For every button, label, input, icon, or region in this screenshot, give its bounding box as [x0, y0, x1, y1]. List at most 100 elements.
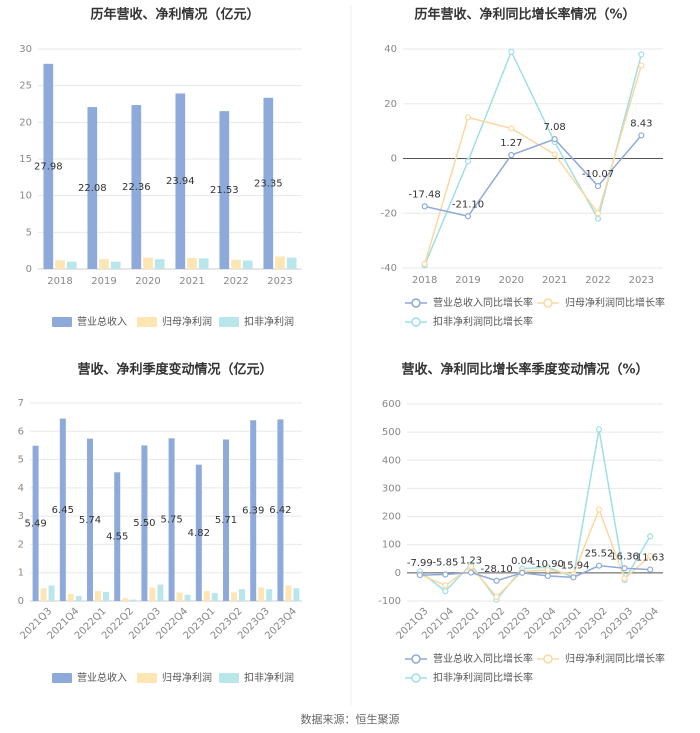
- line-value-label: -10.07: [582, 169, 614, 180]
- x-tick-label: 2023: [629, 275, 654, 286]
- bar-revenue: [32, 445, 39, 601]
- bar-net-profit: [143, 257, 153, 269]
- bar-net-profit: [275, 256, 285, 269]
- bar-revenue: [168, 438, 175, 601]
- y-tick-label: 25: [19, 81, 32, 92]
- bar-deducted-profit: [266, 589, 273, 601]
- data-point: [464, 158, 472, 165]
- legend-marker: [411, 673, 421, 683]
- bar-revenue: [277, 419, 284, 601]
- bar-deducted-profit: [184, 594, 191, 601]
- line-value-label: -17.48: [409, 189, 441, 200]
- data-point: [464, 114, 472, 121]
- bar-deducted-profit: [130, 599, 137, 601]
- legend-marker: [543, 298, 553, 308]
- y-tick-label: 4: [18, 483, 24, 494]
- bar-net-profit: [258, 587, 265, 601]
- x-tick-label: 2018: [47, 276, 72, 287]
- bar-net-profit: [203, 591, 210, 601]
- data-point: [416, 572, 423, 579]
- legend-label: 归母净利润: [162, 671, 212, 684]
- y-tick-label: 0: [395, 568, 401, 579]
- legend-swatch: [137, 317, 157, 327]
- x-tick-label: 2022: [223, 276, 248, 287]
- data-point: [464, 213, 472, 220]
- y-tick-label: 3: [18, 511, 24, 522]
- line-value-label: 16.36: [610, 551, 639, 562]
- y-tick-label: 20: [19, 117, 32, 128]
- bar-deducted-profit: [198, 258, 209, 269]
- data-point: [442, 588, 449, 595]
- y-tick-label: 20: [384, 99, 397, 110]
- quarterly-growth-rate-chart: 营收、净利同比增长率季度变动情况（%） -100 0 100 200 300 400 500 6…: [378, 362, 665, 685]
- line-value-label: 1.23: [460, 556, 482, 567]
- bar-deducted-profit: [286, 257, 297, 269]
- x-tick-label: 2023: [267, 276, 292, 287]
- bar-value-label: 6.39: [242, 506, 264, 517]
- bar-value-label: 22.36: [122, 182, 151, 193]
- y-tick-label: -100: [378, 596, 401, 607]
- line-value-label: 0.04: [511, 556, 533, 567]
- data-point: [638, 62, 645, 69]
- bar-revenue: [131, 105, 142, 269]
- bar-deducted-profit: [75, 595, 82, 601]
- legend-marker: [411, 317, 421, 327]
- bar-revenue: [43, 63, 54, 270]
- data-point: [595, 506, 603, 513]
- data-point: [493, 593, 500, 600]
- bar-revenue: [223, 439, 230, 601]
- bar-value-label: 5.49: [24, 518, 46, 529]
- series-line-line-deducted: [419, 429, 651, 601]
- bar-net-profit: [231, 592, 237, 601]
- bar-value-label: 22.08: [78, 183, 107, 194]
- legend-swatch: [52, 317, 72, 327]
- data-point: [508, 151, 515, 159]
- series-line-line-net: [423, 65, 643, 265]
- bar-revenue: [114, 472, 121, 601]
- legend-swatch: [137, 673, 157, 683]
- data-point: [551, 151, 558, 158]
- annual-revenue-profit-chart: 历年营收、净利情况（亿元） 0 5 10 15 20 25 30 2018 2019 2020 202…: [19, 7, 302, 328]
- y-tick-label: 15: [19, 154, 32, 165]
- line-value-label: 8.43: [630, 118, 652, 129]
- data-source: 数据来源：恒生聚源: [301, 712, 400, 726]
- bar-value-label: 23.35: [254, 178, 283, 189]
- y-tick-label: 10: [19, 191, 32, 202]
- series-line-line-revenue: [419, 564, 651, 582]
- bar-deducted-profit: [66, 261, 77, 269]
- line-value-label: -28.10: [480, 564, 512, 575]
- data-point: [544, 566, 551, 574]
- line-value-label: 1.27: [500, 138, 522, 149]
- legend-label: 营业总收入: [77, 315, 127, 328]
- bar-deducted-profit: [211, 593, 218, 601]
- bar-revenue: [175, 93, 186, 269]
- bar-value-label: 21.53: [210, 185, 239, 196]
- bar-deducted-profit: [110, 261, 121, 269]
- y-tick-label: -20: [381, 208, 397, 219]
- data-point: [467, 569, 475, 576]
- data-point: [421, 203, 428, 210]
- bar-deducted-profit: [238, 589, 245, 601]
- bar-net-profit: [99, 259, 109, 269]
- data-point: [638, 51, 645, 58]
- legend-label: 营业总收入: [77, 671, 127, 684]
- data-point: [638, 132, 645, 139]
- data-point: [544, 572, 551, 580]
- y-tick-label: 30: [19, 44, 32, 55]
- y-tick-label: 500: [382, 427, 401, 438]
- bar-revenue: [263, 97, 274, 270]
- chart-title: 历年营收、净利同比增长率情况（%）: [414, 7, 635, 23]
- x-tick-label: 2020: [499, 275, 524, 286]
- x-tick-label: 2021: [179, 276, 204, 287]
- bar-revenue: [219, 111, 230, 269]
- legend-marker: [411, 298, 421, 308]
- y-tick-label: 0: [18, 596, 24, 607]
- y-tick-label: -40: [381, 263, 397, 274]
- x-tick-label: 2019: [91, 276, 116, 287]
- bar-net-profit: [231, 259, 241, 269]
- bar-revenue: [87, 107, 98, 269]
- y-tick-label: 0: [391, 154, 397, 165]
- legend-label: 扣非净利润: [244, 671, 294, 684]
- line-value-label: -21.10: [452, 199, 484, 210]
- bar-deducted-profit: [242, 260, 253, 269]
